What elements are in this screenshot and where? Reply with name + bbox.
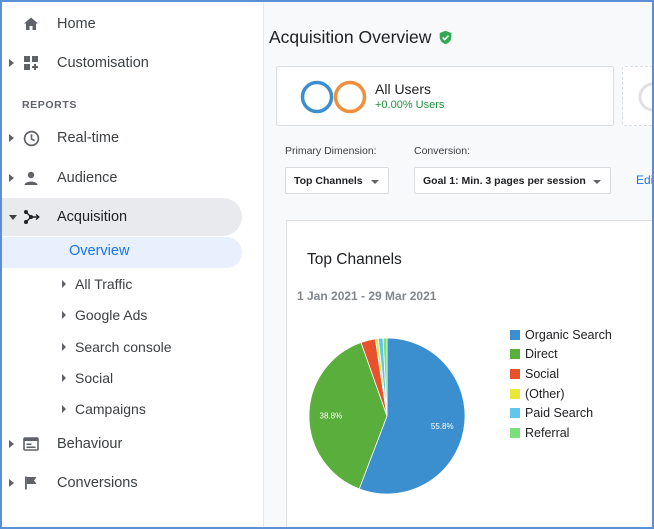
pie-chart: 55.8% 38.8% xyxy=(308,337,466,495)
legend-label: Paid Search xyxy=(525,406,594,421)
chart-card-top-channels: Top Channels 1 Jan 2021 - 29 Mar 2021 55… xyxy=(286,220,652,527)
legend-swatch xyxy=(510,368,520,379)
sidebar-subitem-all-traffic[interactable]: All Traffic xyxy=(62,270,132,298)
sidebar-item-label: Acquisition xyxy=(57,209,128,225)
legend-item[interactable]: Paid Search xyxy=(510,403,612,423)
page-title: Acquisition Overview xyxy=(269,27,453,48)
behaviour-icon xyxy=(22,435,40,453)
sidebar-item-overview-label: Overview xyxy=(69,243,130,259)
legend-item[interactable]: Referral xyxy=(510,423,612,443)
primary-dimension-dropdown[interactable]: Top Channels xyxy=(285,167,389,194)
chevron-right-icon xyxy=(9,59,14,67)
legend-swatch xyxy=(510,427,520,438)
primary-dimension-label: Primary Dimension: xyxy=(285,145,377,157)
legend-swatch xyxy=(510,329,520,340)
edit-link[interactable]: Edi xyxy=(636,173,654,187)
chevron-right-icon xyxy=(9,440,14,448)
chevron-down-icon xyxy=(371,180,379,184)
sidebar-subitem-label: Campaigns xyxy=(75,401,146,417)
metric-card-add[interactable] xyxy=(622,66,652,126)
metric-title: All Users xyxy=(375,81,432,97)
sidebar-subitem-google-ads[interactable]: Google Ads xyxy=(62,301,147,329)
chevron-right-icon xyxy=(62,311,66,319)
active-section-highlight xyxy=(2,198,242,236)
pie-slice-referral[interactable] xyxy=(382,337,388,417)
sidebar: Home Customisation REPORTS Real-time Aud… xyxy=(2,2,264,527)
sidebar-subitem-label: All Traffic xyxy=(75,276,133,292)
pie-slice-label: 55.8% xyxy=(431,422,454,431)
legend-item[interactable]: Organic Search xyxy=(510,325,612,345)
legend-label: Organic Search xyxy=(525,327,612,342)
sidebar-item-label: Behaviour xyxy=(57,436,123,452)
sidebar-item-label: Audience xyxy=(57,170,118,186)
chart-title: Top Channels xyxy=(307,251,402,268)
home-icon xyxy=(22,15,40,33)
chevron-right-icon xyxy=(9,174,14,182)
pie-slice-organic-search[interactable] xyxy=(358,337,466,495)
pie-slice-label: 38.8% xyxy=(320,411,343,420)
flag-icon xyxy=(22,474,40,492)
conversion-label: Conversion: xyxy=(414,145,471,157)
placeholder-ring-icon xyxy=(638,82,652,112)
sidebar-subitem-social[interactable]: Social xyxy=(62,364,113,392)
sidebar-item-label: Home xyxy=(57,16,96,32)
chevron-right-icon xyxy=(62,280,66,288)
sidebar-subitem-campaigns[interactable]: Campaigns xyxy=(62,395,146,423)
metric-change: +0.00% Users xyxy=(375,99,445,111)
sidebar-item-overview[interactable] xyxy=(2,237,242,268)
legend-item[interactable]: Direct xyxy=(510,345,612,365)
sidebar-subitem-label: Google Ads xyxy=(75,307,148,323)
sidebar-item-label: Real-time xyxy=(57,130,120,146)
chevron-right-icon xyxy=(9,134,14,142)
sidebar-subitem-label: Social xyxy=(75,370,114,386)
conversion-value: Goal 1: Min. 3 pages per session xyxy=(423,174,586,187)
main-content: Acquisition Overview All Users +0.00% Us… xyxy=(264,2,654,527)
legend-swatch xyxy=(510,388,520,399)
legend-label: Referral xyxy=(525,425,570,440)
clock-icon xyxy=(22,129,40,147)
section-label-reports: REPORTS xyxy=(22,99,77,111)
chevron-down-icon xyxy=(9,215,17,220)
chevron-right-icon xyxy=(62,405,66,413)
chevron-right-icon xyxy=(62,374,66,382)
dashboard-icon xyxy=(22,54,40,72)
chart-date-range: 1 Jan 2021 - 29 Mar 2021 xyxy=(297,289,437,303)
chevron-right-icon xyxy=(9,479,14,487)
legend-label: Social xyxy=(525,366,560,381)
acquisition-icon xyxy=(22,208,40,226)
legend-label: Direct xyxy=(525,347,558,362)
primary-dimension-value: Top Channels xyxy=(294,174,363,187)
sidebar-subitem-label: Search console xyxy=(75,339,172,355)
chevron-down-icon xyxy=(593,180,601,184)
person-icon xyxy=(22,169,40,187)
chart-legend: Organic Search Direct Social (Other) Paid Se… xyxy=(510,325,612,443)
sidebar-item-label: Conversions xyxy=(57,475,138,491)
conversion-dropdown[interactable]: Goal 1: Min. 3 pages per session xyxy=(414,167,611,194)
legend-item[interactable]: Social xyxy=(510,364,612,384)
sidebar-item-label: Customisation xyxy=(57,55,149,71)
legend-swatch xyxy=(510,408,520,419)
pie-slice-direct[interactable] xyxy=(308,341,388,490)
page-title-text: Acquisition Overview xyxy=(269,27,432,47)
legend-item[interactable]: (Other) xyxy=(510,384,612,404)
sidebar-subitem-search-console[interactable]: Search console xyxy=(62,333,172,361)
legend-swatch xyxy=(510,349,520,360)
metric-card-all-users[interactable]: All Users +0.00% Users xyxy=(276,66,614,126)
chevron-right-icon xyxy=(62,343,66,351)
verified-check-icon xyxy=(440,30,452,45)
comparison-rings-icon xyxy=(300,80,367,114)
legend-label: (Other) xyxy=(525,386,565,401)
